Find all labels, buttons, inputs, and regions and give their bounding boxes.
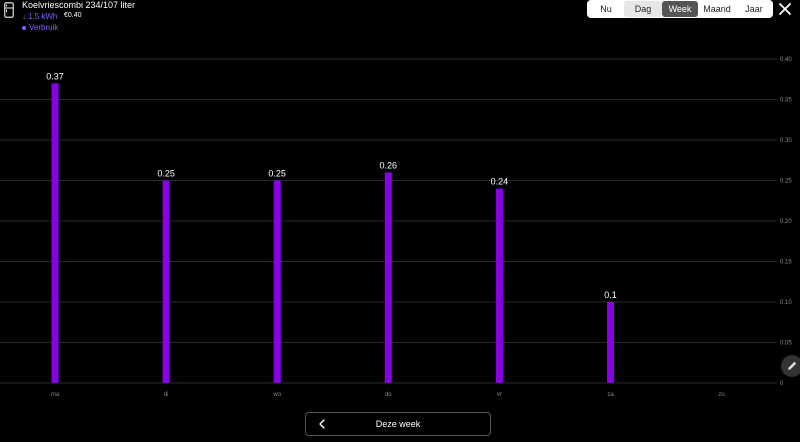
legend-item[interactable]: Verbruik xyxy=(22,23,58,32)
data-label: 0.24 xyxy=(491,177,509,187)
bar-ma xyxy=(51,83,59,384)
x-tick-label: ma xyxy=(51,392,60,398)
tab-week[interactable]: Week xyxy=(662,1,698,17)
tab-jaar[interactable]: Jaar xyxy=(745,4,763,14)
y-tick-label: 0 xyxy=(780,381,784,387)
x-tick-label: do xyxy=(385,392,392,398)
y-tick-label: 0.15 xyxy=(780,260,792,266)
bar-di xyxy=(162,180,170,383)
energy-value: 1.5 kWh xyxy=(28,12,58,21)
bar-vr xyxy=(495,188,503,383)
x-tick-label: di xyxy=(164,392,169,398)
week-navigator: Deze week xyxy=(305,412,491,436)
pencil-icon xyxy=(788,361,797,370)
tab-nu[interactable]: Nu xyxy=(600,4,612,14)
y-tick-label: 0.30 xyxy=(780,138,792,144)
x-tick-label: wo xyxy=(272,392,281,398)
data-label: 0.37 xyxy=(46,71,64,81)
arrow-down-icon: ↓ xyxy=(22,12,26,21)
bar-za xyxy=(607,302,614,383)
fridge-icon xyxy=(4,2,14,18)
cost-total: €0.40 xyxy=(64,12,82,19)
close-icon[interactable] xyxy=(777,1,793,17)
y-tick-label: 0.25 xyxy=(780,179,792,185)
data-label: 0.26 xyxy=(380,160,398,170)
energy-total: ↓ 1.5 kWh xyxy=(22,12,57,21)
x-tick-label: zo xyxy=(718,392,725,398)
bar-do xyxy=(384,172,392,383)
device-title: Koelvriescombi 234/107 liter xyxy=(22,0,136,10)
bar-wo xyxy=(273,180,281,383)
y-tick-label: 0.35 xyxy=(780,98,792,104)
legend-label: Verbruik xyxy=(29,23,59,32)
tab-maand[interactable]: Maand xyxy=(703,4,731,14)
y-tick-label: 0.40 xyxy=(780,57,792,63)
period-tabs: Nu Dag Week Maand Jaar xyxy=(587,0,773,18)
y-tick-label: 0.10 xyxy=(780,300,792,306)
x-tick-label: vr xyxy=(497,392,502,398)
data-label: 0.1 xyxy=(604,290,617,300)
legend-dot-icon xyxy=(22,25,26,30)
tab-dag[interactable]: Dag xyxy=(624,1,662,17)
y-tick-label: 0.05 xyxy=(780,341,792,347)
week-label: Deze week xyxy=(375,419,421,429)
y-tick-label: 0.20 xyxy=(780,219,792,225)
x-tick-label: za xyxy=(607,392,614,398)
data-label: 0.25 xyxy=(157,169,175,179)
chevron-left-icon[interactable] xyxy=(316,418,328,430)
data-label: 0.25 xyxy=(268,169,286,179)
edit-button[interactable] xyxy=(781,355,800,377)
